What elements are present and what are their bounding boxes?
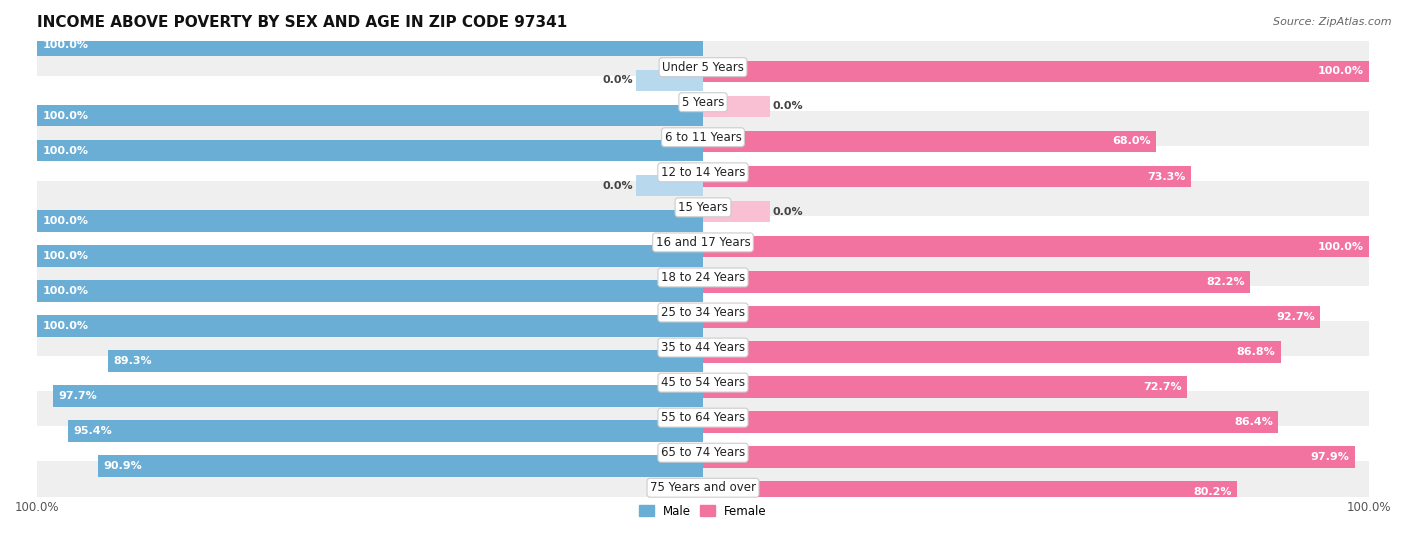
Text: 45 to 54 Years: 45 to 54 Years (661, 376, 745, 389)
Text: 86.4%: 86.4% (1234, 417, 1272, 427)
Bar (703, 481, 1237, 503)
Bar (37, 105, 703, 127)
Text: 6 to 11 Years: 6 to 11 Years (665, 131, 741, 144)
Text: 100.0%: 100.0% (42, 251, 89, 261)
Text: 95.4%: 95.4% (73, 426, 112, 436)
Text: 80.2%: 80.2% (1194, 487, 1232, 497)
Bar (37, 251, 1369, 286)
Bar (98, 455, 703, 477)
Text: 90.9%: 90.9% (103, 461, 142, 471)
Text: 97.9%: 97.9% (1310, 452, 1350, 462)
Text: 100.0%: 100.0% (1317, 66, 1364, 76)
Bar (108, 350, 703, 372)
Text: 25 to 34 Years: 25 to 34 Years (661, 306, 745, 319)
Text: 12 to 14 Years: 12 to 14 Years (661, 166, 745, 179)
Text: 0.0%: 0.0% (603, 181, 633, 191)
Text: 65 to 74 Years: 65 to 74 Years (661, 446, 745, 459)
Text: 72.7%: 72.7% (1143, 382, 1181, 392)
Bar (703, 166, 1191, 187)
Text: 92.7%: 92.7% (1277, 312, 1315, 322)
Bar (637, 175, 703, 196)
Text: 68.0%: 68.0% (1112, 137, 1150, 147)
Bar (37, 315, 703, 336)
Bar (37, 321, 1369, 357)
Bar (37, 41, 1369, 76)
Text: INCOME ABOVE POVERTY BY SEX AND AGE IN ZIP CODE 97341: INCOME ABOVE POVERTY BY SEX AND AGE IN Z… (37, 15, 568, 30)
Text: 86.8%: 86.8% (1237, 347, 1275, 357)
Text: 100.0%: 100.0% (42, 216, 89, 225)
Text: 15 Years: 15 Years (678, 201, 728, 214)
Bar (37, 461, 1369, 497)
Text: Under 5 Years: Under 5 Years (662, 61, 744, 74)
Bar (37, 280, 703, 302)
Text: 100.0%: 100.0% (42, 321, 89, 331)
Bar (703, 271, 1250, 292)
Bar (703, 235, 1369, 257)
Bar (37, 357, 1369, 391)
Bar (37, 426, 1369, 461)
Bar (37, 76, 1369, 111)
Text: 100.0%: 100.0% (1317, 242, 1364, 252)
Bar (637, 70, 703, 92)
Bar (37, 140, 703, 161)
Text: 5 Years: 5 Years (682, 96, 724, 109)
Bar (37, 391, 1369, 426)
Text: 97.7%: 97.7% (58, 391, 97, 401)
Bar (37, 181, 1369, 216)
Text: 100.0%: 100.0% (42, 286, 89, 296)
Bar (37, 210, 703, 232)
Text: 100.0%: 100.0% (42, 110, 89, 121)
Bar (52, 385, 703, 407)
Bar (37, 35, 703, 56)
Text: 35 to 44 Years: 35 to 44 Years (661, 341, 745, 354)
Bar (703, 131, 1156, 152)
Text: 75 Years and over: 75 Years and over (650, 481, 756, 494)
Text: 16 and 17 Years: 16 and 17 Years (655, 236, 751, 249)
Bar (703, 60, 1369, 82)
Bar (703, 446, 1355, 468)
Bar (37, 111, 1369, 146)
Text: 100.0%: 100.0% (42, 40, 89, 50)
Bar (703, 95, 769, 117)
Bar (37, 216, 1369, 251)
Bar (37, 286, 1369, 321)
Bar (703, 201, 769, 223)
Bar (703, 306, 1320, 328)
Bar (67, 420, 703, 442)
Text: 100.0%: 100.0% (42, 146, 89, 156)
Text: Source: ZipAtlas.com: Source: ZipAtlas.com (1274, 17, 1392, 27)
Text: 55 to 64 Years: 55 to 64 Years (661, 411, 745, 424)
Bar (37, 245, 703, 267)
Bar (703, 341, 1281, 363)
Text: 82.2%: 82.2% (1206, 277, 1244, 287)
Text: 0.0%: 0.0% (773, 102, 803, 112)
Text: 73.3%: 73.3% (1147, 171, 1185, 181)
Text: 89.3%: 89.3% (114, 356, 152, 366)
Text: 0.0%: 0.0% (603, 75, 633, 85)
Legend: Male, Female: Male, Female (634, 500, 772, 522)
Bar (37, 146, 1369, 181)
Text: 0.0%: 0.0% (773, 206, 803, 217)
Bar (703, 376, 1187, 398)
Text: 18 to 24 Years: 18 to 24 Years (661, 271, 745, 284)
Bar (703, 411, 1278, 432)
